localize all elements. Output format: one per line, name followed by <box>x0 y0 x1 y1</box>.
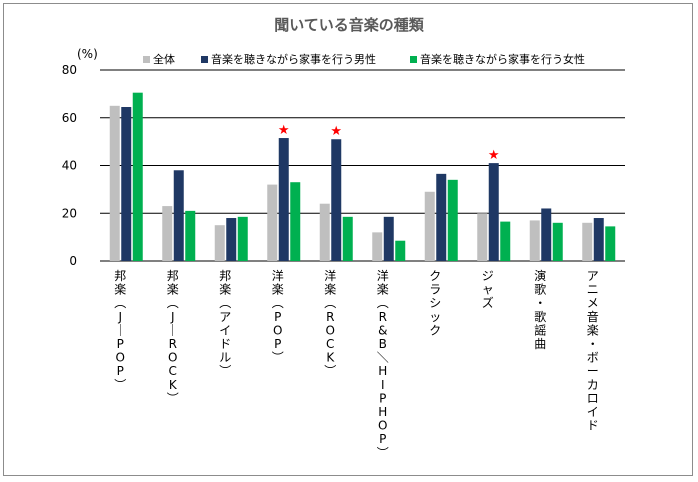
x-tick-label-5: 洋楽︵ R & B ＼ H I P H O P ︶ <box>377 268 389 460</box>
bar-8-1 <box>541 208 552 261</box>
star-marker-1: ★ <box>330 124 342 139</box>
bar-0-0 <box>109 105 120 261</box>
bar-5-2 <box>395 240 406 261</box>
x-tick-label-2: 邦楽︵アイドル︶ <box>219 269 231 378</box>
legend: 全体 音楽を聴きながら家事を行う男性 音楽を聴きながら家事を行う女性 <box>143 52 585 66</box>
bar-5-1 <box>383 216 394 261</box>
x-axis-labels: 邦楽︵ J ｜ P O P ︶ 邦楽︵ J ｜ R O C K ︶ 邦楽︵アイドル︶ 洋楽︵ P O P ︶ 洋楽︵ R O C… <box>114 268 599 460</box>
bar-0-1 <box>121 107 132 261</box>
bar-7-1 <box>488 163 499 261</box>
x-tick-label-9: アニメ音楽・ボーカロイド <box>587 269 599 433</box>
legend-swatch-0 <box>143 56 150 63</box>
bar-7-0 <box>477 213 488 261</box>
bar-5-0 <box>372 232 383 261</box>
star-marker-0: ★ <box>278 123 290 138</box>
y-tick-label-40: 40 <box>62 159 77 173</box>
bar-4-0 <box>319 203 330 261</box>
y-unit-label: (%) <box>77 47 98 61</box>
bar-6-1 <box>436 173 447 261</box>
bar-3-1 <box>278 138 289 261</box>
x-tick-label-7: ジャズ <box>482 269 494 310</box>
chart-title: 聞いている音楽の種類 <box>274 16 425 34</box>
x-tick-label-1: 邦楽︵ J ｜ R O C K ︶ <box>167 269 179 405</box>
legend-swatch-2 <box>410 56 417 63</box>
bar-6-0 <box>424 191 435 261</box>
bar-4-2 <box>342 216 353 261</box>
bar-2-2 <box>237 216 248 261</box>
bar-8-2 <box>552 222 563 261</box>
bars <box>109 92 616 262</box>
bar-1-1 <box>173 170 184 261</box>
star-marker-2: ★ <box>488 148 500 163</box>
bar-7-2 <box>500 221 511 261</box>
bar-2-0 <box>214 225 225 261</box>
x-tick-label-3: 洋楽︵ P O P ︶ <box>272 268 284 365</box>
legend-label-0: 全体 <box>153 52 175 66</box>
x-tick-label-6: クラシック <box>429 269 441 337</box>
bar-6-2 <box>447 179 458 261</box>
x-tick-label-4: 洋楽︵ R O C K ︶ <box>324 268 336 378</box>
bar-3-0 <box>267 184 278 261</box>
bar-4-1 <box>331 139 342 261</box>
bar-8-0 <box>529 220 540 261</box>
bar-2-1 <box>226 218 237 261</box>
y-tick-label-20: 20 <box>62 206 77 220</box>
legend-swatch-1 <box>201 56 208 63</box>
x-tick-label-8: 演歌・歌謡曲 <box>534 268 546 351</box>
legend-label-2: 音楽を聴きながら家事を行う女性 <box>420 52 585 66</box>
bar-9-1 <box>593 218 604 261</box>
bar-9-0 <box>582 222 593 261</box>
y-tick-label-0: 0 <box>69 254 77 268</box>
legend-label-1: 音楽を聴きながら家事を行う男性 <box>211 52 376 66</box>
star-markers: ★ ★ ★ <box>278 123 500 163</box>
y-axis: 0 20 40 60 80 <box>62 63 77 268</box>
bar-1-2 <box>185 210 196 261</box>
y-tick-label-60: 60 <box>62 111 77 125</box>
bar-0-2 <box>132 92 143 262</box>
bar-1-0 <box>162 206 173 261</box>
bar-3-2 <box>290 182 301 261</box>
x-tick-label-0: 邦楽︵ J ｜ P O P ︶ <box>114 269 126 392</box>
bar-9-2 <box>605 226 616 261</box>
y-tick-label-80: 80 <box>62 63 77 77</box>
